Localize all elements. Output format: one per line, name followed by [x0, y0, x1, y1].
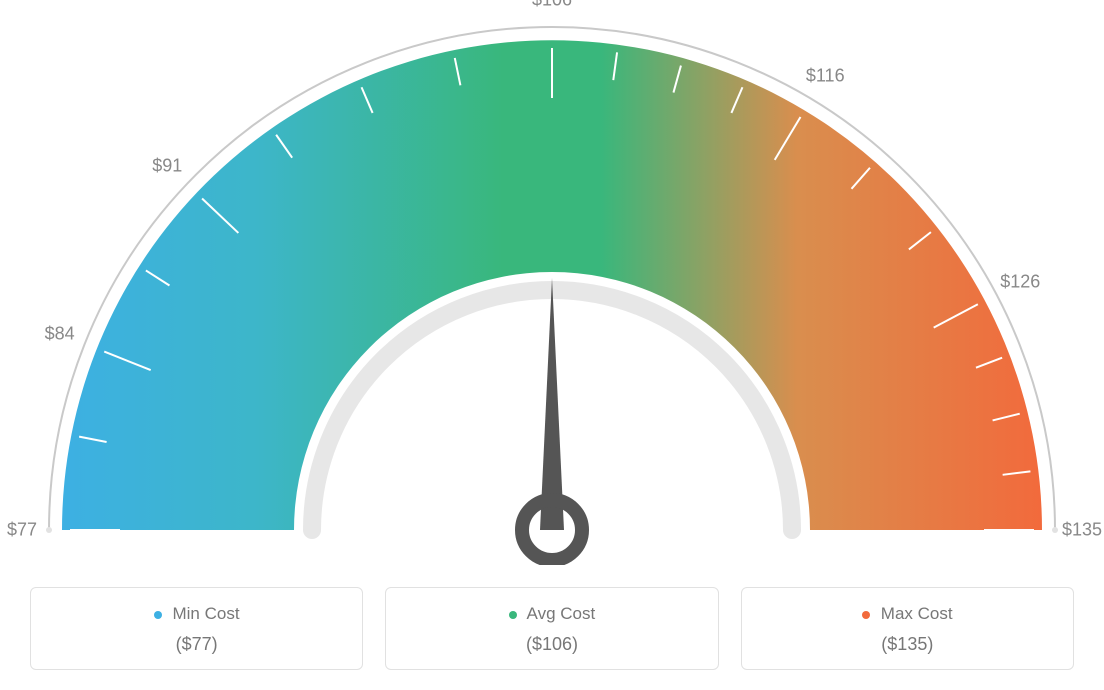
cost-gauge-chart: $77 $84 $91 $106 $116 $126 $135 Min Cost ($77)… — [0, 0, 1104, 690]
legend-max-label: Max Cost — [742, 604, 1073, 624]
gauge: $77 $84 $91 $106 $116 $126 $135 — [0, 0, 1104, 565]
dot-icon — [154, 611, 162, 619]
gauge-tick-label: $116 — [806, 65, 845, 86]
legend-avg: Avg Cost ($106) — [385, 587, 718, 670]
gauge-tick-label: $84 — [45, 323, 75, 344]
legend-row: Min Cost ($77) Avg Cost ($106) Max Cost … — [30, 587, 1074, 670]
legend-max-label-text: Max Cost — [881, 604, 953, 623]
legend-min-label: Min Cost — [31, 604, 362, 624]
gauge-tick-label: $135 — [1062, 520, 1102, 541]
gauge-tick-label: $126 — [1000, 271, 1040, 292]
legend-avg-value: ($106) — [386, 634, 717, 655]
legend-max: Max Cost ($135) — [741, 587, 1074, 670]
legend-min-label-text: Min Cost — [172, 604, 239, 623]
dot-icon — [862, 611, 870, 619]
gauge-tick-label: $77 — [7, 520, 37, 541]
legend-avg-label-text: Avg Cost — [527, 604, 596, 623]
legend-min: Min Cost ($77) — [30, 587, 363, 670]
dot-icon — [509, 611, 517, 619]
legend-min-value: ($77) — [31, 634, 362, 655]
gauge-tick-label: $91 — [152, 155, 182, 176]
gauge-svg — [0, 0, 1104, 565]
gauge-tick-label: $106 — [532, 0, 572, 11]
legend-max-value: ($135) — [742, 634, 1073, 655]
legend-avg-label: Avg Cost — [386, 604, 717, 624]
